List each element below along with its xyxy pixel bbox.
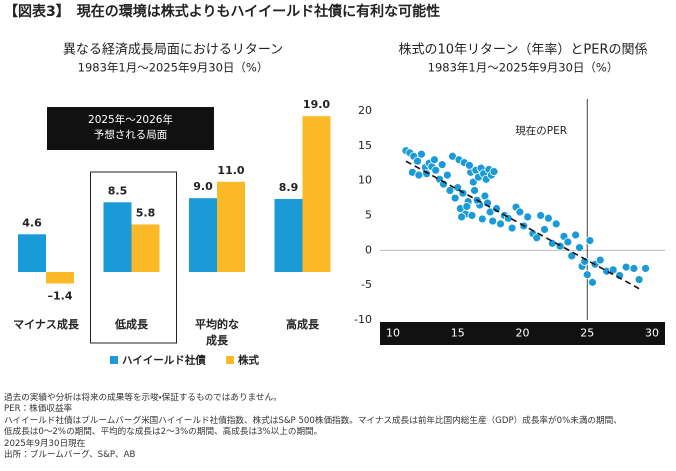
scatter-point xyxy=(437,160,447,170)
scatter-point xyxy=(595,255,605,265)
chart-title: 株式の10年リターン（年率）とPERの関係 xyxy=(399,43,648,58)
scatter-point xyxy=(621,262,631,272)
scatter-point xyxy=(571,230,581,240)
highlight-outline xyxy=(90,171,177,344)
annotation-text: 2025年～2026年 予想される局面 xyxy=(88,114,173,141)
chart-subtitle: 1983年1月～2025年9月30日（%） xyxy=(428,61,619,75)
scatter-point xyxy=(457,212,467,222)
scatter-point xyxy=(413,156,422,166)
bar xyxy=(18,234,46,272)
scatter-point xyxy=(641,264,650,273)
data-label: 9.0 xyxy=(193,180,213,193)
data-label: 11.0 xyxy=(217,164,244,177)
notes: 過去の実績や分析は将来の成果等を示唆・保証するものではありません。 PER：株価収… xyxy=(4,393,622,461)
scatter-point xyxy=(464,160,474,170)
x-axis-band xyxy=(380,322,665,345)
x-tick-label: 高成長 xyxy=(286,318,319,331)
scatter-point xyxy=(551,219,561,229)
x-tick-label: 低成長 xyxy=(115,318,148,331)
bar xyxy=(302,116,331,272)
x-tick-label: 30 xyxy=(645,327,659,340)
note-line: 2025年9月30日現在 xyxy=(4,438,86,449)
y-tick-label: 20 xyxy=(358,104,372,117)
data-label: 4.6 xyxy=(22,216,42,229)
annotation-label: 現在のPER xyxy=(515,125,567,137)
legend-label: 株式 xyxy=(238,354,259,367)
scatter-point xyxy=(629,264,639,273)
scatter-point xyxy=(496,219,505,229)
x-tick-label: 25 xyxy=(580,327,594,340)
bar xyxy=(103,202,132,272)
scatter-point xyxy=(544,213,553,223)
scatter-point xyxy=(488,216,498,226)
scatter-point xyxy=(585,236,595,245)
y-tick-label: 0 xyxy=(365,243,372,256)
scatter-point xyxy=(417,149,426,159)
annotation-box xyxy=(47,107,214,150)
page-title: 【図表3】 現在の環境は株式よりもハイイールド社債に有利な可能性 xyxy=(4,4,441,20)
data-label: 5.8 xyxy=(136,206,156,219)
data-label: 19.0 xyxy=(303,98,330,111)
scatter-point xyxy=(575,243,584,252)
x-tick-label: 平均的な 成長 xyxy=(195,318,239,347)
legend-swatch xyxy=(226,356,234,364)
scatter-point xyxy=(582,270,592,280)
scatter-point xyxy=(470,186,479,195)
y-tick-label: 5 xyxy=(365,209,372,222)
chart-subtitle: 1983年1月～2025年9月30日（%） xyxy=(78,61,269,75)
x-tick-label: 15 xyxy=(451,327,465,340)
y-tick-label: 15 xyxy=(358,139,372,152)
scatter-point xyxy=(588,277,597,287)
y-tick-label: 10 xyxy=(358,174,372,187)
scatter-point xyxy=(462,202,472,211)
trend-line xyxy=(405,160,640,290)
scatter-point xyxy=(540,225,549,234)
scatter-point xyxy=(523,212,533,222)
scatter-point xyxy=(442,170,452,180)
scatter-point xyxy=(450,193,460,203)
bar xyxy=(46,272,74,284)
x-tick-label: 20 xyxy=(516,327,530,340)
note-line: 出所：ブルームバーグ、S&P、AB xyxy=(4,450,136,461)
data-label: 8.5 xyxy=(108,184,128,197)
scatter-point xyxy=(532,233,542,243)
scatter-point xyxy=(430,155,439,165)
scatter-point xyxy=(414,170,424,180)
x-tick-label: 10 xyxy=(386,327,400,340)
scatter-point xyxy=(634,275,644,284)
scatter-point xyxy=(489,167,499,177)
chart-title: 異なる経済成長局面におけるリターン xyxy=(63,43,283,58)
legend-swatch xyxy=(110,356,118,364)
scatter-point xyxy=(507,223,517,233)
legend-label: ハイイールド社債 xyxy=(122,354,206,367)
bar xyxy=(217,181,245,272)
note-line: 過去の実績や分析は将来の成果等を示唆・保証するものではありません。 xyxy=(4,393,282,403)
y-tick-label: -10 xyxy=(354,313,372,326)
bar xyxy=(274,199,303,272)
scatter-point xyxy=(477,214,487,224)
scatter-point xyxy=(567,251,577,261)
scatter-point xyxy=(431,165,441,175)
note-line: ハイイールド社債はブルームバーグ米国ハイイールド社債指数、株式はS&P 500株… xyxy=(4,415,622,426)
scatter-point xyxy=(563,237,573,247)
x-tick-label: マイナス成長 xyxy=(13,318,79,331)
data-label: 8.9 xyxy=(279,181,299,194)
y-tick-label: -5 xyxy=(361,278,372,291)
bar xyxy=(131,224,160,272)
scatter-point xyxy=(515,207,525,217)
note-line: PER：株価収益率 xyxy=(4,404,73,415)
scatter-point xyxy=(467,211,477,220)
scatter-point xyxy=(445,186,455,195)
note-line: 低成長は0～2%の期間、平均的な成長は2～3%の期間、高成長は3%以上の期間。 xyxy=(4,427,323,438)
data-label: –1.4 xyxy=(48,289,73,302)
bar xyxy=(189,198,217,272)
scatter-point xyxy=(536,211,546,220)
